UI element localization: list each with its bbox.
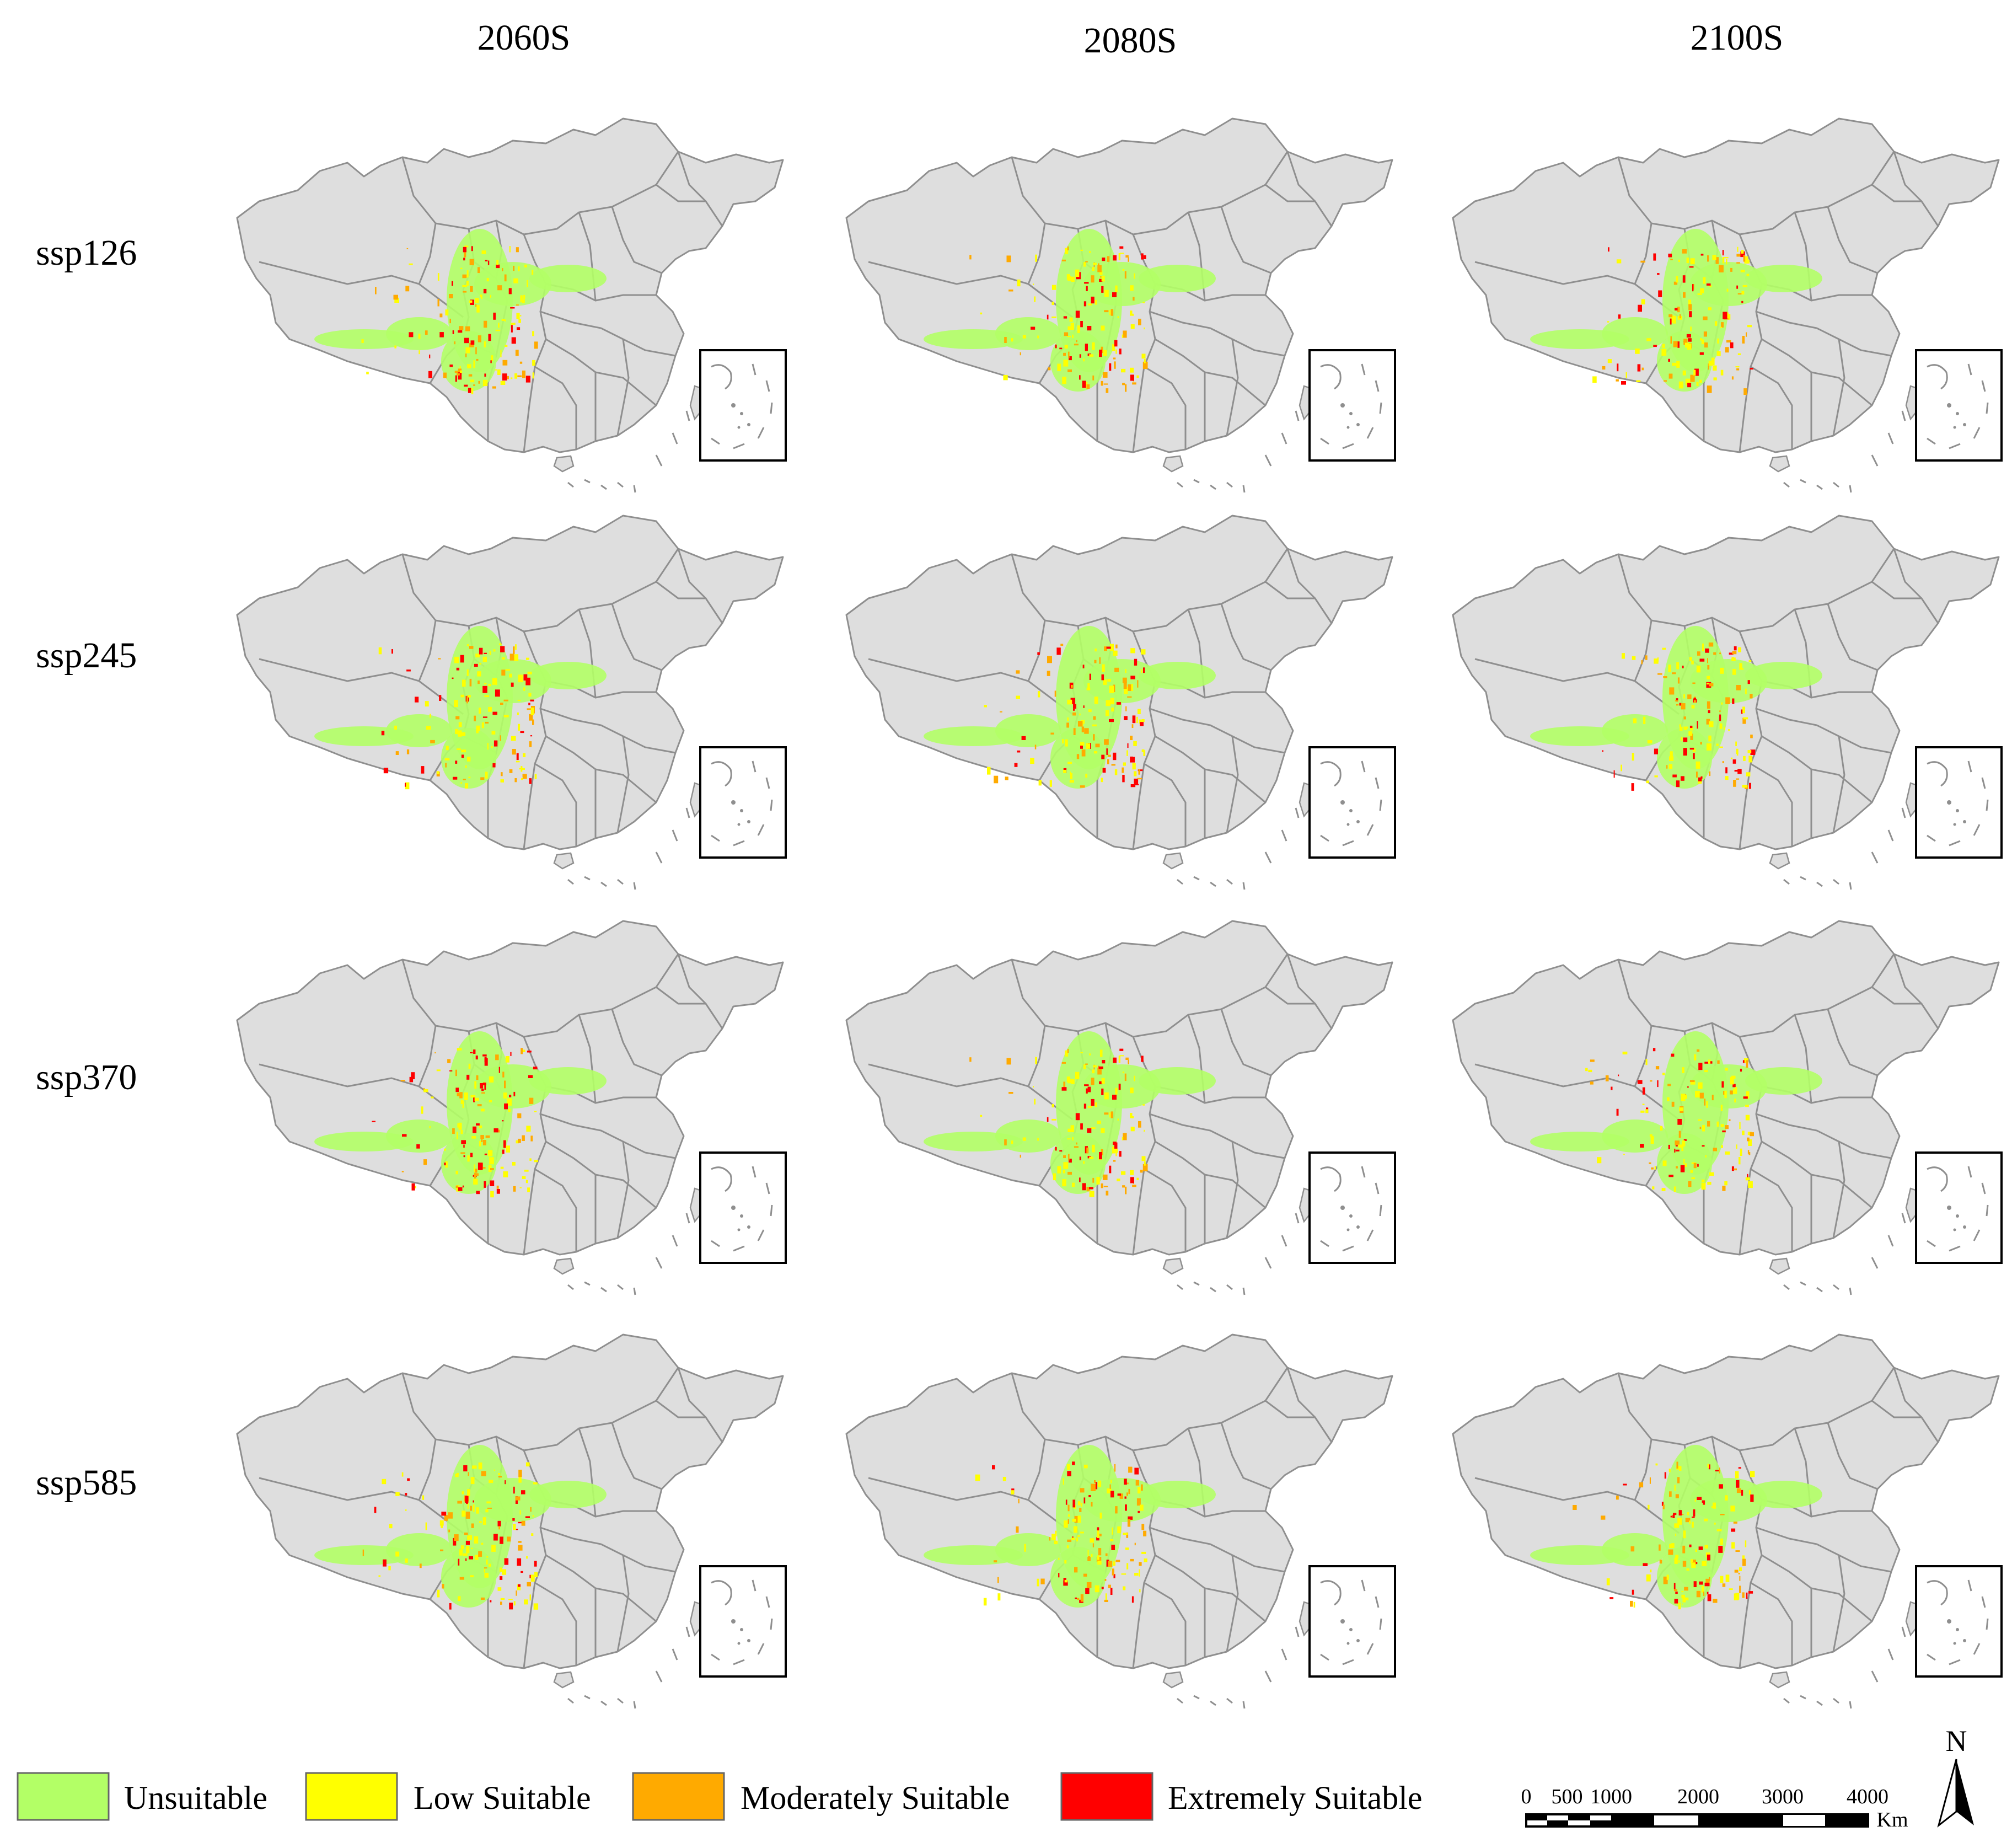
south-china-sea-inset [699, 1151, 787, 1264]
row-header-ssp585: ssp585 [36, 1463, 137, 1503]
map-panel-ssp245-2080S [845, 515, 1396, 891]
suitability-patch [314, 1445, 607, 1608]
map-panel-ssp245-2100S [1452, 515, 2003, 891]
south-china-sea-inset [699, 1565, 787, 1678]
suitability-patch [924, 1445, 1216, 1608]
north-arrow-label: N [1946, 1724, 1967, 1758]
scale-tick-1000: 1000 [1590, 1785, 1632, 1808]
legend-label-unsuitable: Unsuitable [124, 1780, 267, 1816]
scale-unit: Km [1877, 1808, 1908, 1831]
map-grid [236, 117, 2003, 1710]
scale-tick-4000: 4000 [1847, 1785, 1888, 1808]
suitability-patch [314, 1031, 607, 1194]
scale-tick-0: 0 [1521, 1785, 1532, 1808]
column-header-1: 2060S [477, 18, 571, 58]
map-panel-ssp585-2100S [1452, 1333, 2003, 1710]
south-china-sea-inset [1915, 349, 2003, 462]
row-header-ssp370: ssp370 [36, 1057, 137, 1097]
scale-tick-2000: 2000 [1677, 1785, 1719, 1808]
suitability-patch [1530, 1445, 1822, 1608]
map-panel-ssp585-2060S [236, 1333, 787, 1710]
map-panel-ssp370-2080S [845, 920, 1396, 1296]
map-panel-ssp126-2100S [1452, 117, 2003, 494]
legend-swatch-extremely-suitable [1060, 1772, 1153, 1821]
map-panel-ssp370-2060S [236, 920, 787, 1296]
map-panel-ssp370-2100S [1452, 920, 2003, 1296]
column-header-2: 2080S [1084, 20, 1177, 61]
south-china-sea-inset [1915, 1151, 2003, 1264]
north-arrow: N [1937, 1724, 1974, 1828]
south-china-sea-inset [1915, 746, 2003, 859]
south-china-sea-inset [1308, 1151, 1396, 1264]
scale-bar: 0 500 1000 2000 3000 4000 Km [1521, 1785, 1908, 1831]
south-china-sea-inset [1308, 1565, 1396, 1678]
suitability-patch [1530, 229, 1822, 392]
row-header-ssp126: ssp126 [36, 233, 137, 273]
legend-label-extremely-suitable: Extremely Suitable [1168, 1780, 1423, 1816]
legend-swatch-low-suitable [305, 1772, 398, 1821]
south-china-sea-inset [1308, 746, 1396, 859]
scale-tick-500: 500 [1552, 1785, 1583, 1808]
legend-label-low-suitable: Low Suitable [414, 1780, 591, 1816]
legend: Unsuitable Low Suitable Moderately Suita… [17, 1772, 1423, 1821]
south-china-sea-inset [699, 746, 787, 859]
legend-swatch-moderately-suitable [632, 1772, 725, 1821]
legend-label-moderately-suitable: Moderately Suitable [741, 1780, 1010, 1816]
map-panel-ssp126-2080S [845, 117, 1396, 494]
column-header-3: 2100S [1691, 18, 1784, 58]
suitability-patch [924, 229, 1216, 392]
south-china-sea-inset [1915, 1565, 2003, 1678]
row-header-ssp245: ssp245 [36, 635, 137, 676]
scale-tick-3000: 3000 [1762, 1785, 1804, 1808]
south-china-sea-inset [699, 349, 787, 462]
map-panel-ssp245-2060S [236, 515, 787, 891]
legend-swatch-unsuitable [17, 1772, 110, 1821]
map-panel-ssp585-2080S [845, 1333, 1396, 1710]
suitability-patch [1530, 1031, 1822, 1194]
map-panel-ssp126-2060S [236, 117, 787, 494]
south-china-sea-inset [1308, 349, 1396, 462]
